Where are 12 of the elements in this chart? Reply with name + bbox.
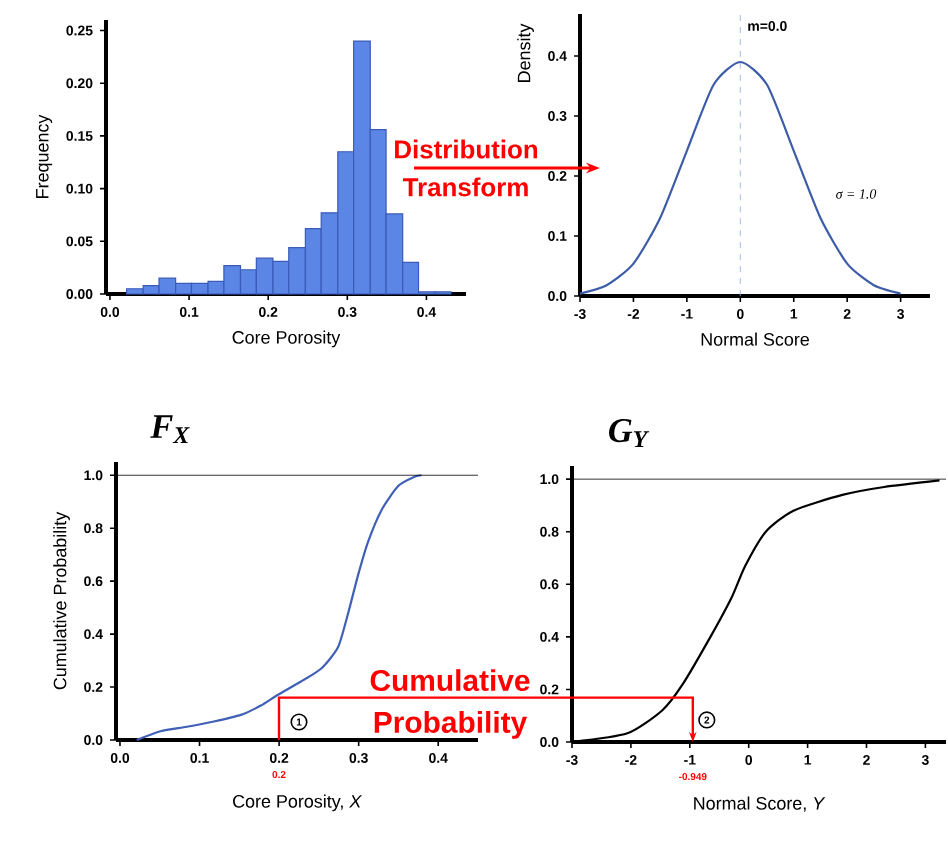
y-axis-title: Density — [517, 23, 534, 82]
x-axis-title: Core Porosity, X — [233, 794, 362, 812]
x-axis-title: Core Porosity — [232, 330, 341, 348]
chart-title: G$_{Y}$ — [609, 419, 650, 447]
annotation: Distribution Transform — [395, 139, 538, 197]
annotation: Cumulative Probability — [370, 669, 530, 739]
chart-title: F$_{X}$ — [150, 415, 190, 443]
x-axis-title: Normal Score, Y — [694, 796, 826, 812]
y-axis-title: Cumulative Probability — [53, 511, 70, 690]
y-axis-title: Frequency — [36, 114, 53, 198]
line-series — [578, 60, 902, 295]
x-axis-title: Normal Score — [701, 332, 809, 346]
